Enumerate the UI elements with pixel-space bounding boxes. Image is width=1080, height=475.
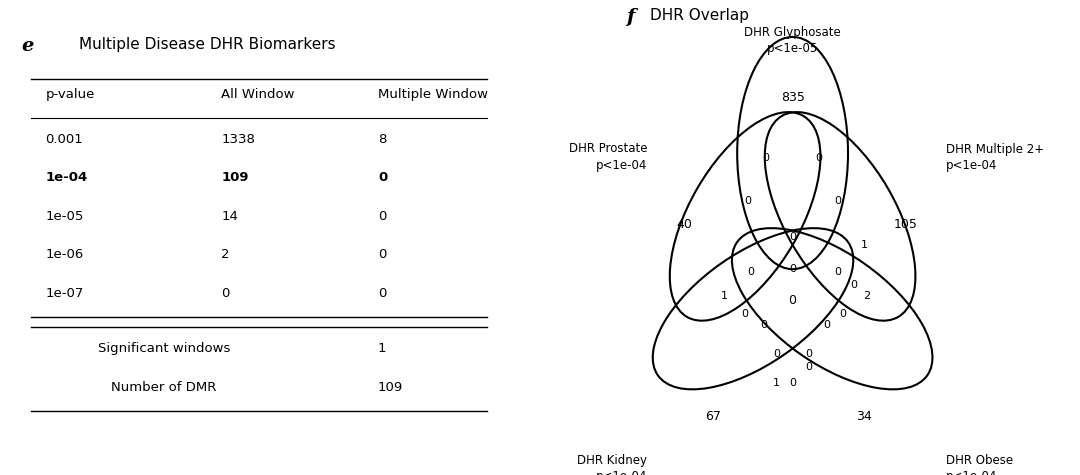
Text: 0: 0 [378, 171, 388, 184]
Text: Multiple Window: Multiple Window [378, 88, 488, 101]
Text: Multiple Disease DHR Biomarkers: Multiple Disease DHR Biomarkers [79, 37, 335, 52]
Text: 0: 0 [378, 248, 387, 261]
Text: DHR Multiple 2+
p<1e-04: DHR Multiple 2+ p<1e-04 [946, 142, 1043, 171]
Text: 0: 0 [805, 349, 812, 359]
Text: 1: 1 [720, 291, 728, 301]
Text: 835: 835 [781, 91, 805, 104]
Text: DHR Kidney
p<1e-04: DHR Kidney p<1e-04 [578, 454, 648, 475]
Text: DHR Glyphosate
p<1e-05: DHR Glyphosate p<1e-05 [744, 27, 841, 56]
Text: 1e-07: 1e-07 [45, 286, 84, 300]
Text: 0: 0 [805, 362, 812, 372]
Text: 0: 0 [823, 320, 831, 330]
Text: 0: 0 [747, 267, 754, 277]
Text: 0: 0 [850, 280, 856, 290]
Text: f: f [626, 8, 635, 26]
Text: 2: 2 [221, 248, 230, 261]
Text: DHR Prostate
p<1e-04: DHR Prostate p<1e-04 [569, 142, 648, 171]
Text: 0: 0 [789, 378, 796, 388]
Text: 0: 0 [789, 232, 796, 243]
Text: 0: 0 [742, 309, 748, 319]
Text: 0: 0 [762, 153, 770, 163]
Text: 0: 0 [760, 320, 767, 330]
Text: Significant windows: Significant windows [98, 342, 230, 355]
Text: 0.001: 0.001 [45, 133, 83, 146]
Text: p-value: p-value [45, 88, 95, 101]
Text: 0: 0 [744, 196, 752, 206]
Text: 105: 105 [894, 218, 918, 231]
Text: 0: 0 [789, 264, 796, 274]
Text: 34: 34 [856, 410, 872, 423]
Text: 2: 2 [863, 291, 870, 301]
Text: 1338: 1338 [221, 133, 255, 146]
Text: 0: 0 [815, 153, 823, 163]
Text: 0: 0 [788, 294, 797, 307]
Text: 0: 0 [378, 209, 387, 223]
Text: 0: 0 [834, 196, 841, 206]
Text: 14: 14 [221, 209, 238, 223]
Text: 109: 109 [221, 171, 248, 184]
Text: 1: 1 [861, 240, 867, 250]
Text: Number of DMR: Number of DMR [111, 380, 217, 394]
Text: 0: 0 [773, 349, 780, 359]
Text: 67: 67 [705, 410, 721, 423]
Text: 0: 0 [221, 286, 230, 300]
Text: 0: 0 [839, 309, 847, 319]
Text: 0: 0 [378, 286, 387, 300]
Text: All Window: All Window [221, 88, 295, 101]
Text: 1e-06: 1e-06 [45, 248, 83, 261]
Text: 8: 8 [378, 133, 387, 146]
Text: 1: 1 [773, 378, 780, 388]
Text: 1e-04: 1e-04 [45, 171, 87, 184]
Text: e: e [22, 37, 33, 55]
Text: 1e-05: 1e-05 [45, 209, 84, 223]
Text: 1: 1 [378, 342, 387, 355]
Text: DHR Overlap: DHR Overlap [650, 8, 750, 23]
Text: 0: 0 [834, 267, 841, 277]
Text: 40: 40 [676, 218, 692, 231]
Text: 109: 109 [378, 380, 403, 394]
Text: DHR Obese
p<1e-04: DHR Obese p<1e-04 [946, 454, 1013, 475]
